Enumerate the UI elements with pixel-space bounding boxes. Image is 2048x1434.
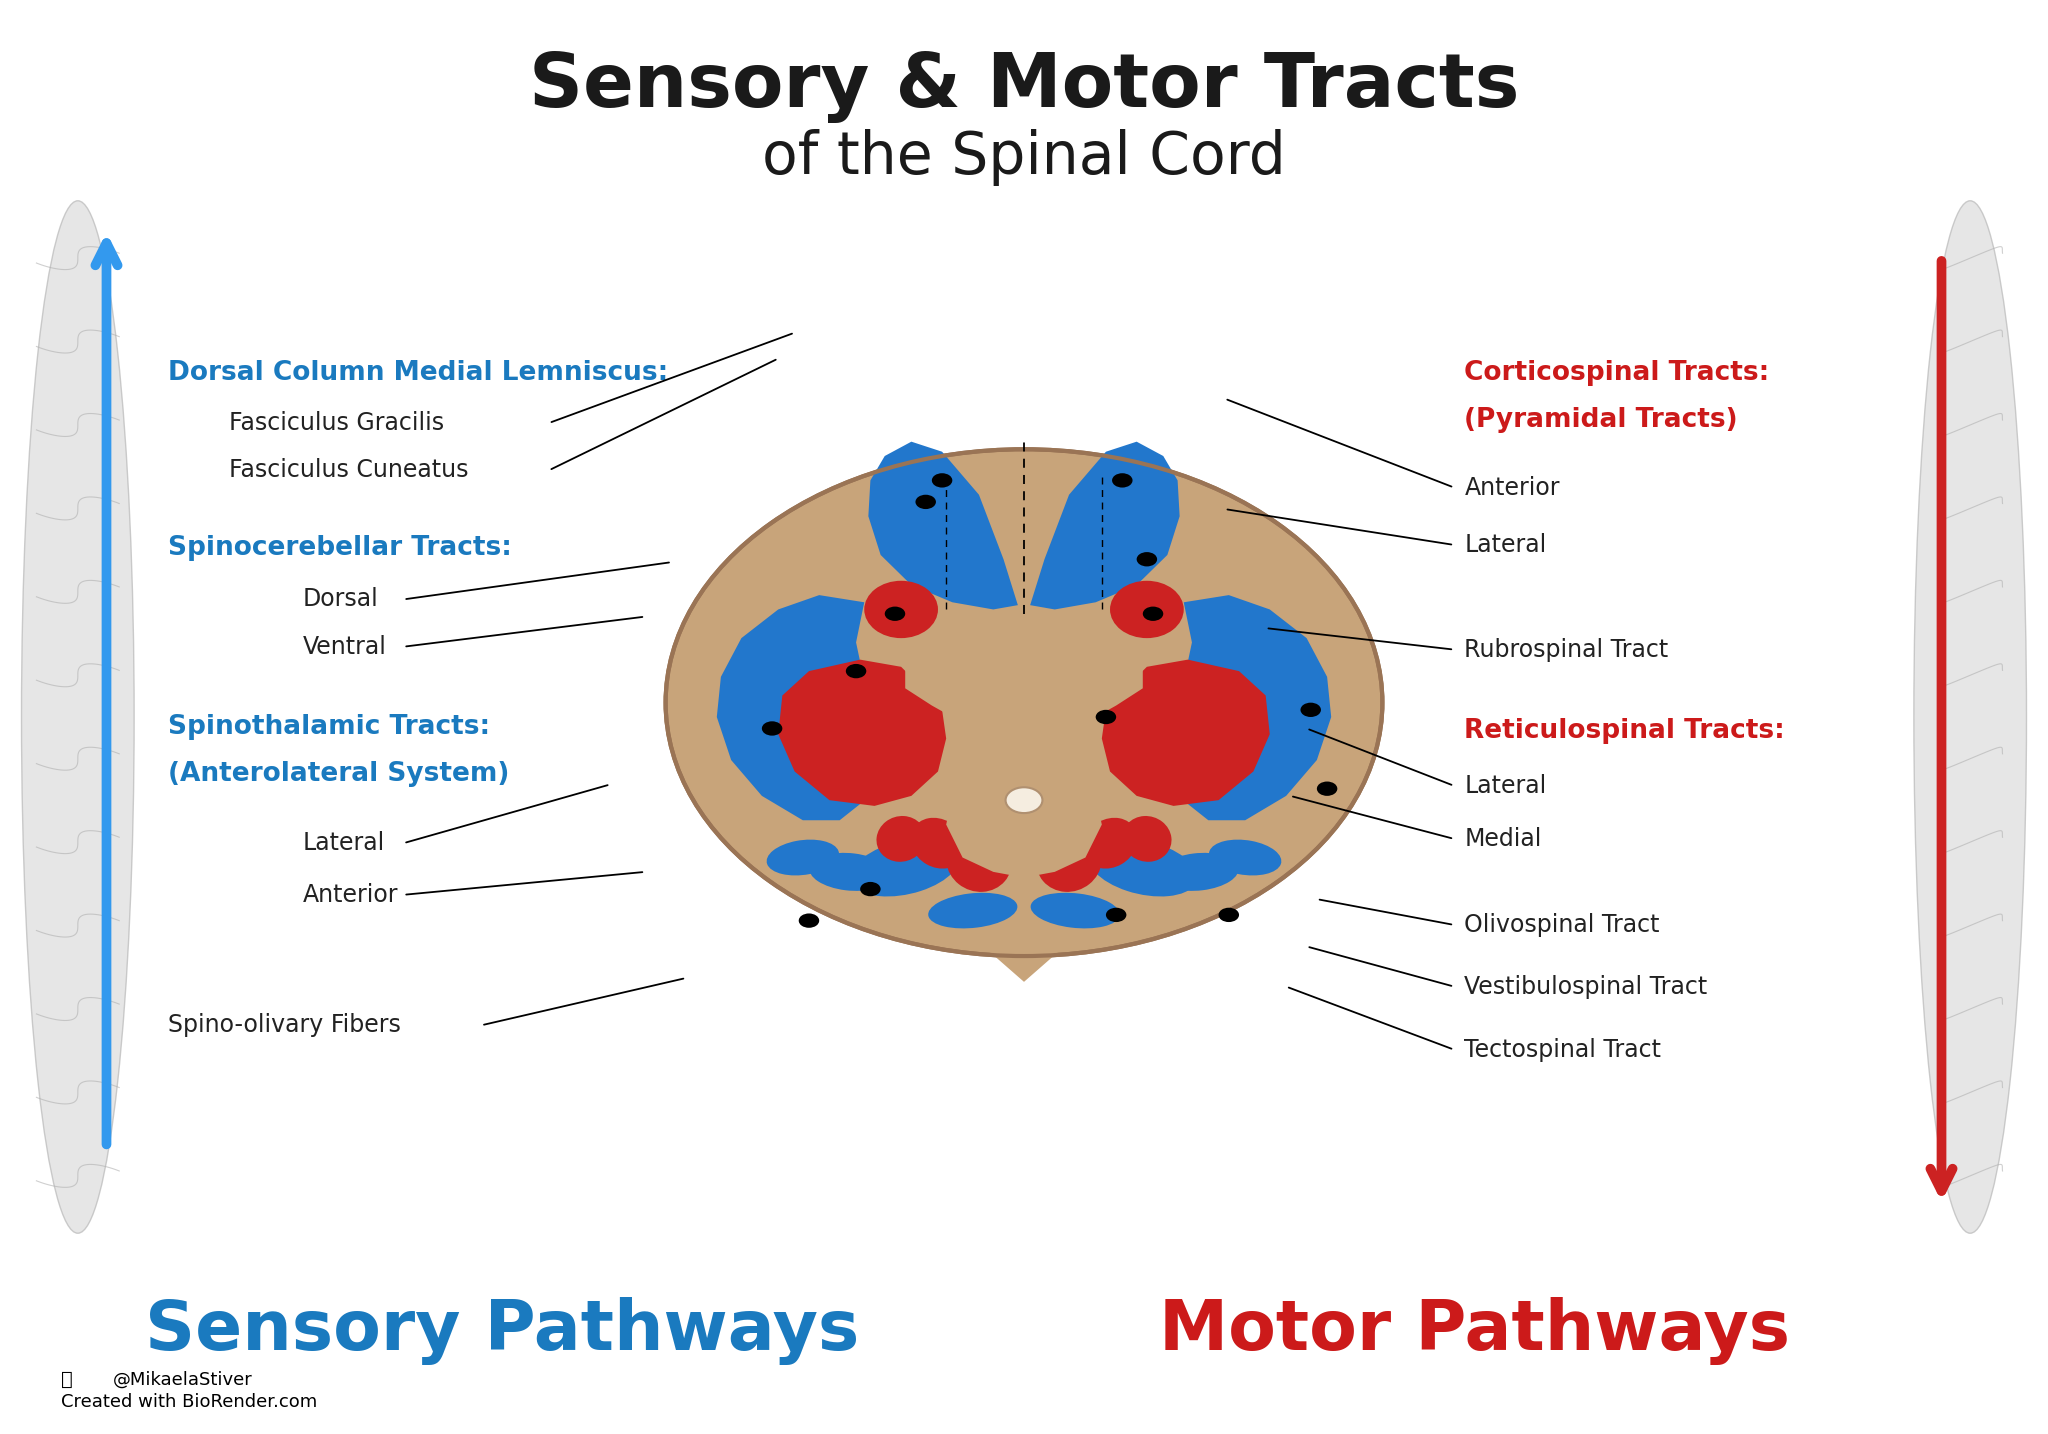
- Ellipse shape: [915, 495, 936, 509]
- Text: Motor Pathways: Motor Pathways: [1159, 1296, 1790, 1365]
- Text: Medial: Medial: [1464, 827, 1542, 850]
- Text: 🐦: 🐦: [61, 1369, 74, 1390]
- Ellipse shape: [946, 829, 1012, 892]
- Ellipse shape: [1110, 581, 1184, 638]
- Polygon shape: [983, 939, 1065, 975]
- Ellipse shape: [885, 607, 905, 621]
- Ellipse shape: [1006, 787, 1042, 813]
- Ellipse shape: [809, 853, 891, 891]
- Text: Spinocerebellar Tracts:: Spinocerebellar Tracts:: [168, 535, 512, 561]
- Ellipse shape: [1219, 908, 1239, 922]
- Ellipse shape: [852, 839, 958, 896]
- Text: Ventral: Ventral: [303, 635, 387, 658]
- Text: Corticospinal Tracts:: Corticospinal Tracts:: [1464, 360, 1769, 386]
- Polygon shape: [1102, 660, 1270, 806]
- Text: Fasciculus Gracilis: Fasciculus Gracilis: [229, 412, 444, 435]
- Polygon shape: [1030, 442, 1180, 609]
- Ellipse shape: [1300, 703, 1321, 717]
- Text: (Anterolateral System): (Anterolateral System): [168, 761, 510, 787]
- Polygon shape: [778, 660, 946, 806]
- Text: @MikaelaStiver: @MikaelaStiver: [113, 1371, 252, 1388]
- Text: Dorsal Column Medial Lemniscus:: Dorsal Column Medial Lemniscus:: [168, 360, 668, 386]
- Ellipse shape: [911, 817, 965, 869]
- Ellipse shape: [762, 721, 782, 736]
- Ellipse shape: [1106, 908, 1126, 922]
- Ellipse shape: [860, 882, 881, 896]
- Ellipse shape: [846, 664, 866, 678]
- Ellipse shape: [1122, 816, 1171, 862]
- Ellipse shape: [1030, 893, 1120, 928]
- Text: Tectospinal Tract: Tectospinal Tract: [1464, 1038, 1661, 1061]
- Ellipse shape: [1112, 473, 1133, 488]
- Ellipse shape: [20, 201, 135, 1233]
- Polygon shape: [717, 595, 885, 820]
- Ellipse shape: [666, 449, 1382, 956]
- Text: Reticulospinal Tracts:: Reticulospinal Tracts:: [1464, 718, 1786, 744]
- Text: Fasciculus Cuneatus: Fasciculus Cuneatus: [229, 459, 469, 482]
- Ellipse shape: [877, 816, 926, 862]
- Ellipse shape: [1036, 829, 1102, 892]
- Ellipse shape: [932, 473, 952, 488]
- Ellipse shape: [1083, 817, 1137, 869]
- Text: Dorsal: Dorsal: [303, 588, 379, 611]
- Ellipse shape: [1137, 552, 1157, 566]
- Text: of the Spinal Cord: of the Spinal Cord: [762, 129, 1286, 186]
- Ellipse shape: [1157, 853, 1239, 891]
- Text: Olivospinal Tract: Olivospinal Tract: [1464, 913, 1659, 936]
- Text: (Pyramidal Tracts): (Pyramidal Tracts): [1464, 407, 1739, 433]
- Polygon shape: [905, 609, 1143, 878]
- Ellipse shape: [799, 913, 819, 928]
- Text: Rubrospinal Tract: Rubrospinal Tract: [1464, 638, 1669, 661]
- Ellipse shape: [928, 893, 1018, 928]
- Ellipse shape: [864, 581, 938, 638]
- Ellipse shape: [766, 840, 840, 875]
- Polygon shape: [1163, 595, 1331, 820]
- Ellipse shape: [1090, 839, 1196, 896]
- Text: Anterior: Anterior: [1464, 476, 1561, 499]
- Text: Lateral: Lateral: [303, 832, 385, 855]
- Text: Lateral: Lateral: [1464, 533, 1546, 556]
- Ellipse shape: [1143, 607, 1163, 621]
- Text: Sensory & Motor Tracts: Sensory & Motor Tracts: [528, 50, 1520, 122]
- Polygon shape: [868, 442, 1018, 609]
- Ellipse shape: [1317, 782, 1337, 796]
- Ellipse shape: [1208, 840, 1282, 875]
- Text: Lateral: Lateral: [1464, 774, 1546, 797]
- Text: Spino-olivary Fibers: Spino-olivary Fibers: [168, 1014, 401, 1037]
- Ellipse shape: [1096, 710, 1116, 724]
- Polygon shape: [979, 942, 1069, 982]
- Text: Vestibulospinal Tract: Vestibulospinal Tract: [1464, 975, 1708, 998]
- Text: Spinothalamic Tracts:: Spinothalamic Tracts:: [168, 714, 489, 740]
- Ellipse shape: [1913, 201, 2025, 1233]
- Text: Anterior: Anterior: [303, 883, 399, 906]
- Text: Created with BioRender.com: Created with BioRender.com: [61, 1394, 317, 1411]
- Text: Sensory Pathways: Sensory Pathways: [145, 1296, 858, 1365]
